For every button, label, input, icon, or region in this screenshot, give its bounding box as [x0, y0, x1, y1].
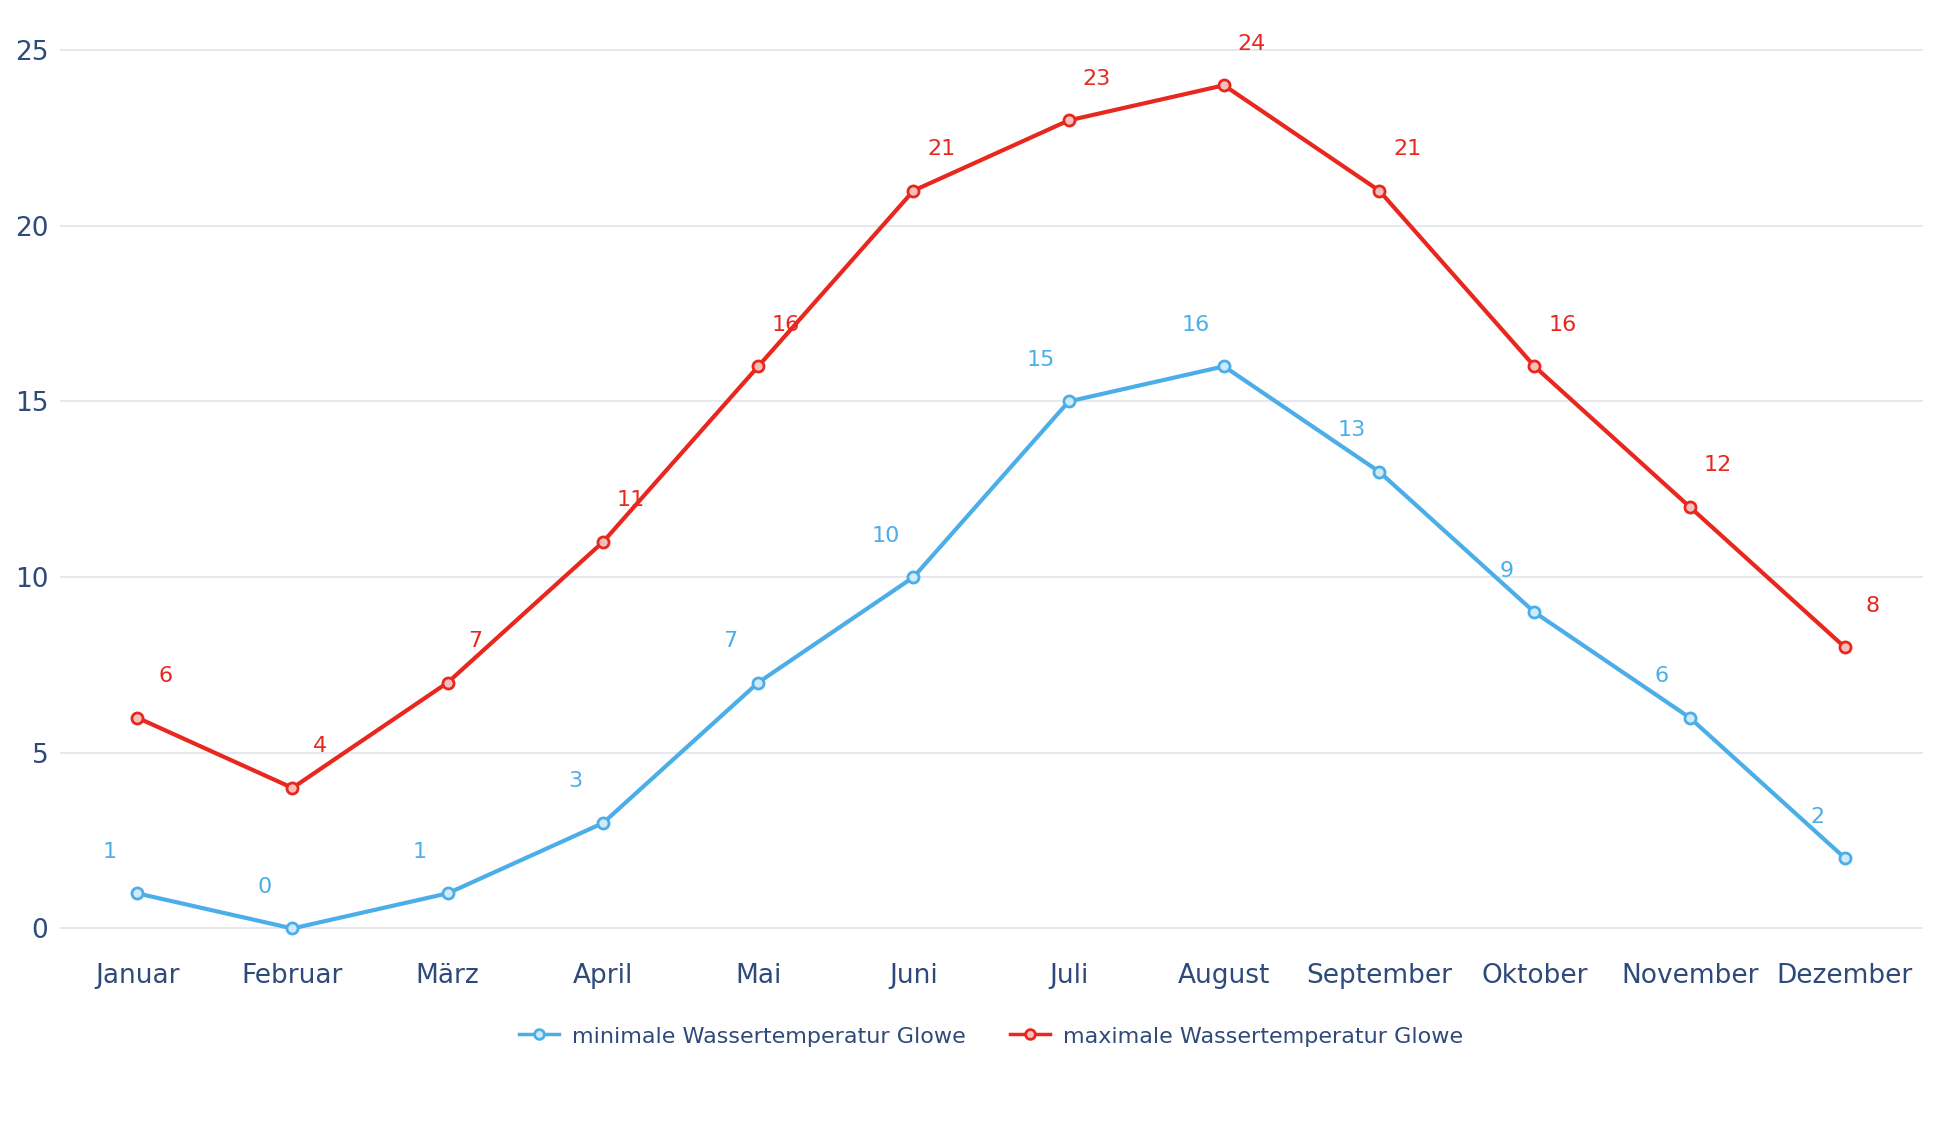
maximale Wassertemperatur Glowe — [1523, 360, 1547, 373]
Legend: minimale Wassertemperatur Glowe, maximale Wassertemperatur Glowe: minimale Wassertemperatur Glowe, maximal… — [509, 1017, 1473, 1056]
Text: 16: 16 — [1549, 314, 1576, 335]
Text: 21: 21 — [927, 139, 956, 159]
Text: 6: 6 — [1655, 666, 1669, 687]
Text: 1: 1 — [103, 841, 117, 862]
Text: 16: 16 — [771, 314, 801, 335]
Text: 15: 15 — [1026, 349, 1055, 370]
Text: 7: 7 — [723, 631, 736, 651]
Text: 3: 3 — [567, 771, 583, 792]
Text: 1: 1 — [412, 841, 427, 862]
Text: 23: 23 — [1082, 69, 1111, 88]
Text: 11: 11 — [616, 491, 645, 510]
minimale Wassertemperatur Glowe — [1679, 711, 1702, 725]
Text: 8: 8 — [1865, 596, 1881, 615]
minimale Wassertemperatur Glowe — [1523, 605, 1547, 619]
minimale Wassertemperatur Glowe — [435, 887, 459, 900]
minimale Wassertemperatur Glowe — [902, 570, 925, 584]
maximale Wassertemperatur Glowe — [1679, 500, 1702, 513]
maximale Wassertemperatur Glowe — [902, 184, 925, 198]
Text: 24: 24 — [1238, 34, 1267, 53]
maximale Wassertemperatur Glowe — [435, 675, 459, 689]
Text: 13: 13 — [1337, 420, 1366, 440]
Text: 0: 0 — [256, 877, 272, 897]
minimale Wassertemperatur Glowe — [1368, 465, 1391, 478]
Text: 2: 2 — [1811, 806, 1824, 827]
maximale Wassertemperatur Glowe — [1834, 640, 1858, 654]
maximale Wassertemperatur Glowe — [282, 782, 305, 795]
Text: 12: 12 — [1704, 456, 1731, 475]
Text: 6: 6 — [157, 666, 173, 687]
minimale Wassertemperatur Glowe — [282, 922, 305, 935]
Text: 21: 21 — [1393, 139, 1422, 159]
minimale Wassertemperatur Glowe — [126, 887, 150, 900]
maximale Wassertemperatur Glowe — [1368, 184, 1391, 198]
Text: 4: 4 — [313, 736, 328, 757]
Line: minimale Wassertemperatur Glowe: minimale Wassertemperatur Glowe — [132, 361, 1850, 934]
maximale Wassertemperatur Glowe — [1212, 78, 1236, 92]
minimale Wassertemperatur Glowe — [1212, 360, 1236, 373]
Text: 9: 9 — [1500, 561, 1514, 580]
minimale Wassertemperatur Glowe — [746, 675, 769, 689]
maximale Wassertemperatur Glowe — [126, 711, 150, 725]
maximale Wassertemperatur Glowe — [591, 535, 614, 549]
minimale Wassertemperatur Glowe — [1834, 852, 1858, 865]
maximale Wassertemperatur Glowe — [746, 360, 769, 373]
Line: maximale Wassertemperatur Glowe: maximale Wassertemperatur Glowe — [132, 79, 1850, 794]
maximale Wassertemperatur Glowe — [1057, 113, 1080, 127]
Text: 7: 7 — [468, 631, 482, 651]
minimale Wassertemperatur Glowe — [591, 817, 614, 830]
minimale Wassertemperatur Glowe — [1057, 395, 1080, 408]
Text: 10: 10 — [870, 526, 900, 545]
Text: 16: 16 — [1181, 314, 1210, 335]
